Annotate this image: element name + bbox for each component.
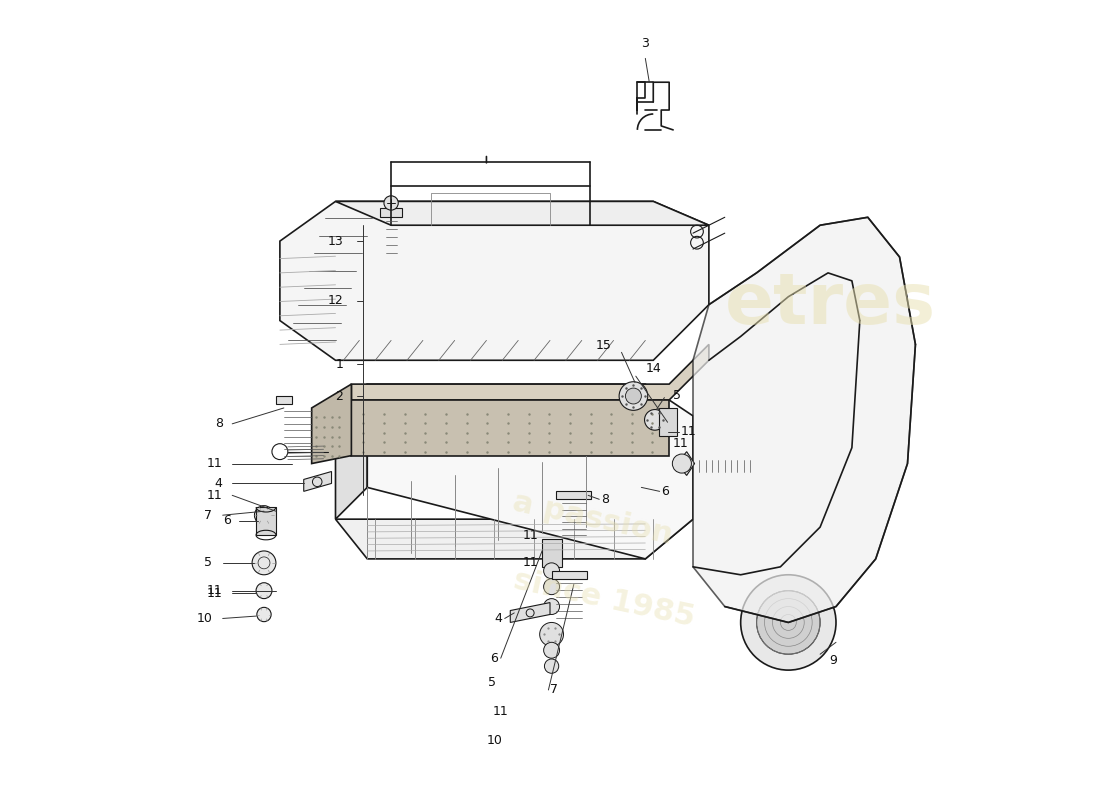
Text: 11: 11	[673, 437, 689, 450]
Text: 3: 3	[641, 38, 649, 50]
Polygon shape	[276, 396, 292, 404]
Circle shape	[626, 388, 641, 404]
Text: 11: 11	[207, 489, 222, 502]
Text: 11: 11	[522, 556, 538, 570]
Text: 4: 4	[495, 612, 503, 625]
Text: a passion: a passion	[510, 488, 675, 550]
Polygon shape	[311, 384, 351, 463]
Polygon shape	[678, 452, 694, 475]
Polygon shape	[510, 602, 550, 622]
Polygon shape	[379, 208, 403, 218]
Polygon shape	[367, 384, 693, 559]
Text: 5: 5	[205, 556, 212, 570]
Text: 8: 8	[601, 493, 608, 506]
Circle shape	[740, 574, 836, 670]
Text: 6: 6	[223, 514, 231, 527]
Text: etres: etres	[725, 270, 936, 339]
Text: 11: 11	[522, 529, 538, 542]
Text: 7: 7	[550, 683, 558, 697]
Text: 11: 11	[207, 457, 222, 470]
Text: 2: 2	[336, 390, 343, 402]
Text: 14: 14	[646, 362, 661, 374]
Polygon shape	[336, 519, 693, 559]
Text: 11: 11	[493, 705, 508, 718]
Text: 6: 6	[661, 485, 669, 498]
Circle shape	[544, 659, 559, 674]
Text: 11: 11	[681, 426, 696, 438]
Text: 11: 11	[207, 584, 222, 597]
Text: 5: 5	[488, 675, 496, 689]
Polygon shape	[256, 507, 276, 535]
Circle shape	[543, 578, 560, 594]
Circle shape	[272, 444, 288, 459]
Text: 12: 12	[328, 294, 343, 307]
Circle shape	[757, 590, 821, 654]
Polygon shape	[336, 202, 708, 226]
Polygon shape	[351, 400, 669, 456]
Circle shape	[543, 598, 560, 614]
Text: 4: 4	[214, 477, 222, 490]
Circle shape	[256, 582, 272, 598]
Circle shape	[619, 382, 648, 410]
Text: 7: 7	[205, 509, 212, 522]
Text: 8: 8	[214, 418, 222, 430]
Text: since 1985: since 1985	[510, 566, 697, 632]
Polygon shape	[542, 539, 562, 567]
Circle shape	[645, 410, 665, 430]
Circle shape	[384, 196, 398, 210]
Text: 5: 5	[673, 389, 681, 402]
Polygon shape	[351, 344, 708, 400]
Text: 9: 9	[829, 654, 837, 667]
Circle shape	[543, 642, 560, 658]
Circle shape	[672, 454, 692, 473]
Text: 10: 10	[197, 612, 212, 625]
Polygon shape	[693, 218, 915, 622]
Circle shape	[257, 607, 272, 622]
Text: 15: 15	[596, 339, 612, 353]
Polygon shape	[659, 408, 678, 436]
Polygon shape	[279, 202, 708, 360]
Polygon shape	[551, 571, 586, 578]
Polygon shape	[557, 491, 592, 499]
Circle shape	[540, 622, 563, 646]
Polygon shape	[304, 471, 331, 491]
Text: 10: 10	[486, 734, 503, 746]
Circle shape	[254, 506, 274, 525]
Text: 1: 1	[336, 358, 343, 370]
Text: 13: 13	[328, 234, 343, 248]
Polygon shape	[336, 384, 367, 519]
Circle shape	[543, 563, 560, 578]
Text: 11: 11	[207, 586, 222, 599]
Circle shape	[252, 551, 276, 574]
Text: 6: 6	[491, 652, 498, 665]
